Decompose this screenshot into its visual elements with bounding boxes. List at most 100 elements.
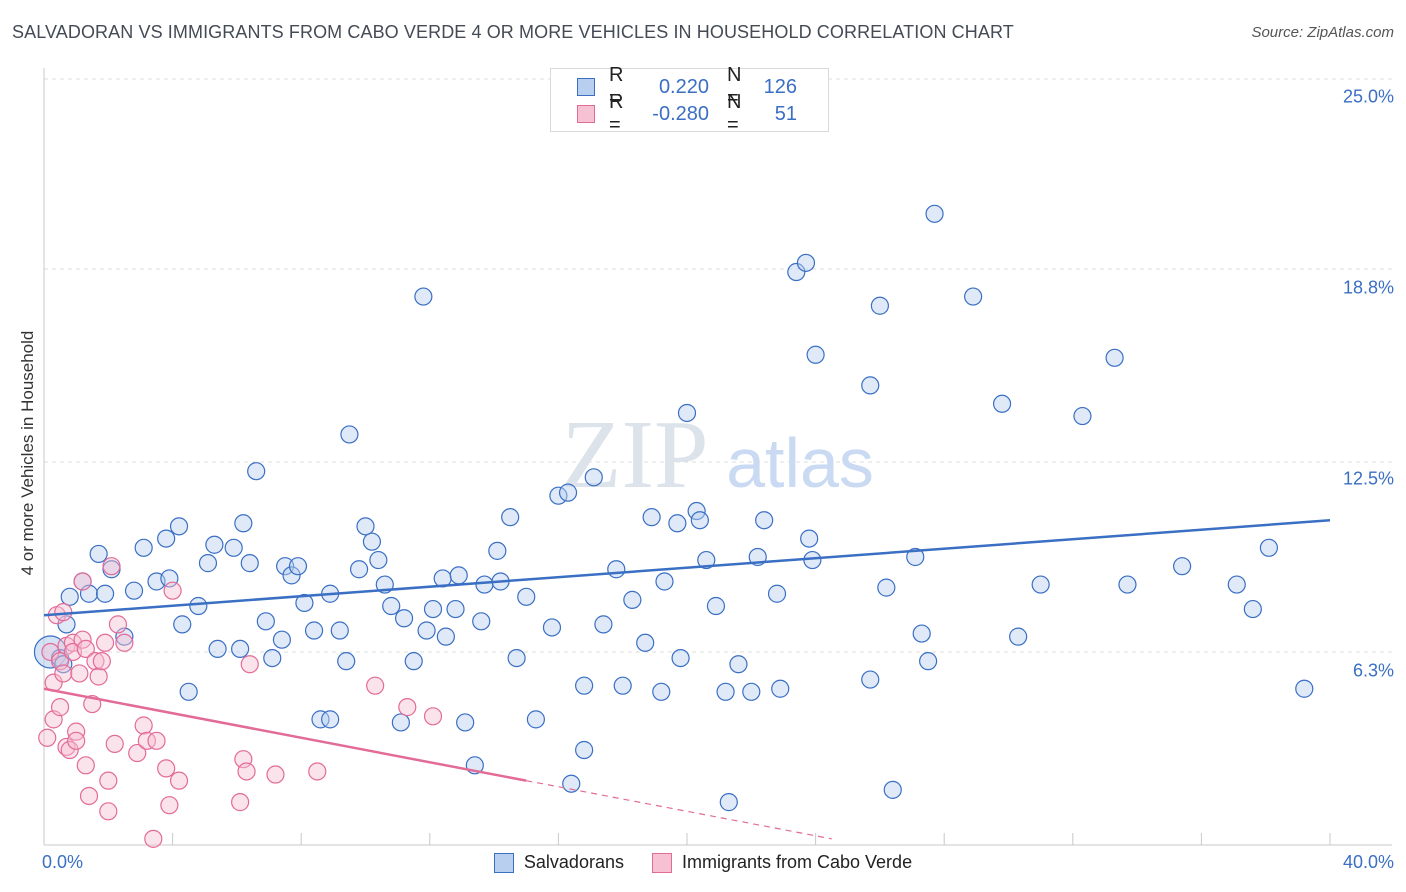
legend-r-value: 0.220 [658,75,709,98]
legend-item-salvadorans[interactable]: Salvadorans [493,852,624,873]
point-salvadorans [173,615,192,634]
point-cabo-verde [79,786,99,806]
trend-line-cabo-verde-extension [526,780,832,840]
point-salvadorans [1118,575,1137,594]
point-cabo-verde [231,793,250,812]
point-cabo-verde [105,734,124,753]
point-cabo-verde [137,731,156,750]
point-salvadorans [729,655,748,674]
point-cabo-verde [99,771,118,790]
point-cabo-verde [67,731,86,750]
point-salvadorans [870,296,890,315]
point-salvadorans [311,710,330,729]
point-salvadorans [488,541,507,560]
point-cabo-verde [89,667,108,686]
point-salvadorans [124,581,144,600]
point-salvadorans [362,532,382,551]
point-salvadorans [1073,406,1092,426]
point-salvadorans [475,575,494,594]
legend-swatch-blue [577,78,595,96]
point-cabo-verde [366,676,385,695]
point-salvadorans [169,517,189,536]
point-salvadorans [1243,599,1262,619]
point-salvadorans [806,345,825,364]
point-cabo-verde [423,707,443,726]
point-salvadorans [861,376,880,395]
legend-item-cabo-verde[interactable]: Immigrants from Cabo Verde [651,852,913,873]
point-salvadorans [208,639,227,659]
point-salvadorans [234,514,253,533]
legend-n-label: N = [727,91,742,136]
point-salvadorans [321,710,340,729]
y-tick-label: 18.8% [1342,277,1394,298]
point-salvadorans [224,538,243,557]
point-salvadorans [134,538,153,557]
point-cabo-verde [308,762,327,781]
point-salvadorans [690,511,709,530]
point-cabo-verde [134,716,153,735]
x-tick-label-max: 40.0% [1342,852,1394,872]
point-salvadorans [800,529,819,548]
legend-label: Immigrants from Cabo Verde [681,852,913,872]
point-salvadorans [906,547,925,567]
point-salvadorans [449,566,468,585]
point-salvadorans [256,612,275,631]
y-axis-title: 4 or more Vehicles in Household [18,330,37,576]
point-salvadorans [1105,348,1124,367]
point-salvadorans [558,483,578,502]
point-salvadorans [584,468,603,487]
point-salvadorans [877,578,896,597]
point-salvadorans [767,584,787,603]
point-salvadorans [205,535,224,554]
legend-r-label: R = [609,91,624,136]
point-salvadorans [883,780,902,799]
point-cabo-verde [57,737,76,757]
point-salvadorans [276,557,295,576]
point-cabo-verde [76,639,95,659]
x-tick-label-min: 0.0% [42,852,84,872]
point-salvadorans [1227,575,1246,594]
point-salvadorans [198,554,218,573]
point-salvadorans [60,587,79,606]
point-cabo-verde [147,731,166,750]
y-tick-label: 6.3% [1352,660,1394,681]
point-cabo-verde [95,633,115,652]
legend-swatch-pink [651,852,672,873]
point-salvadorans [575,676,594,695]
point-salvadorans [652,682,671,701]
point-salvadorans [356,517,375,536]
point-cabo-verde [102,557,121,576]
series-salvadorans [33,204,1314,812]
point-cabo-verde [128,743,147,763]
legend-n-label: N = [727,64,742,109]
point-salvadorans [1009,627,1028,646]
point-salvadorans [697,550,716,570]
point-salvadorans [1259,538,1279,557]
point-cabo-verde [70,664,89,683]
point-salvadorans [304,621,324,640]
point-salvadorans [787,262,806,282]
point-salvadorans [54,655,73,674]
point-cabo-verde [144,829,163,848]
point-cabo-verde [160,796,179,815]
point-salvadorans [337,652,356,671]
point-salvadorans [575,740,594,760]
point-salvadorans [992,394,1012,413]
point-salvadorans [607,560,626,579]
point-salvadorans [796,253,816,272]
point-salvadorans [330,621,349,640]
legend-label: Salvadorans [523,852,624,872]
point-salvadorans [562,774,581,793]
point-salvadorans [517,587,536,606]
point-salvadorans [89,544,108,564]
trend-lines [43,518,1331,840]
point-salvadorans [719,793,738,812]
x-ticks [43,833,1331,845]
point-salvadorans [423,599,443,619]
point-salvadorans [912,624,931,643]
point-salvadorans [613,676,632,695]
point-salvadorans [925,204,944,223]
point-salvadorans [240,554,259,573]
point-salvadorans [231,639,250,659]
chart-title: SALVADORAN VS IMMIGRANTS FROM CABO VERDE… [12,22,1014,42]
